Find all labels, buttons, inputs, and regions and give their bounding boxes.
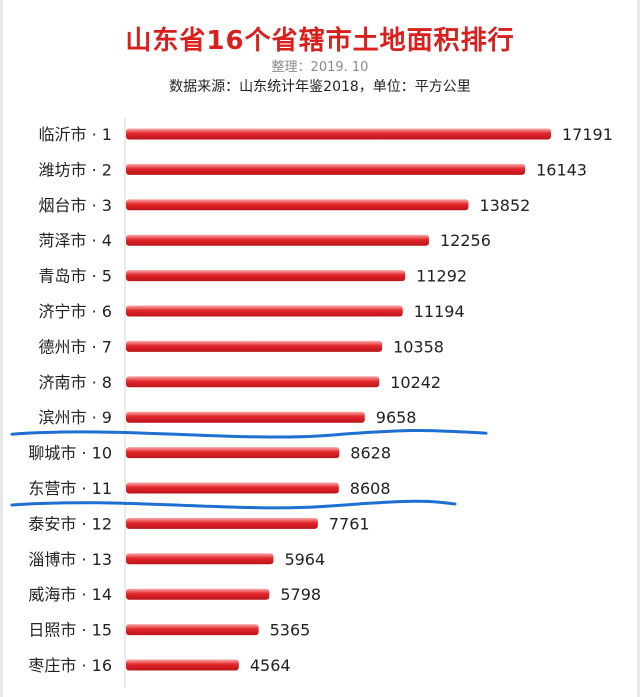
value-label: 5964 (284, 550, 325, 569)
category-label: 聊城市 · 10 (28, 444, 112, 463)
bar (126, 199, 469, 211)
category-label: 枣庄市 · 16 (28, 656, 112, 675)
right-frame-edge (637, 0, 640, 697)
category-label: 威海市 · 14 (28, 585, 112, 604)
bar (126, 588, 270, 600)
category-label: 德州市 · 7 (39, 337, 112, 356)
category-label: 泰安市 · 12 (28, 514, 112, 533)
value-label: 13852 (479, 196, 530, 215)
value-label: 7761 (329, 514, 370, 533)
category-label: 淄博市 · 13 (28, 550, 112, 569)
value-label: 17191 (562, 125, 613, 144)
value-label: 11292 (416, 267, 467, 286)
category-label: 济宁市 · 6 (39, 302, 112, 321)
bar (126, 517, 318, 529)
underline-annotation (10, 428, 488, 439)
bar (126, 128, 551, 140)
bar (126, 482, 339, 494)
bar (126, 411, 365, 423)
bar (126, 447, 340, 459)
bar (126, 376, 380, 388)
value-label: 8628 (350, 444, 391, 463)
value-label: 5798 (280, 585, 321, 604)
chart-title: 山东省16个省辖市土地面积排行 (125, 26, 515, 56)
value-label: 4564 (250, 656, 291, 675)
bar (126, 305, 403, 317)
value-label: 8608 (350, 479, 391, 498)
bar (126, 553, 274, 565)
value-label: 12256 (440, 231, 491, 250)
category-label: 菏泽市 · 4 (39, 231, 112, 250)
value-label: 9658 (376, 408, 417, 427)
value-label: 10358 (393, 337, 444, 356)
category-label: 东营市 · 11 (28, 479, 112, 498)
bar (126, 163, 526, 175)
category-label: 潍坊市 · 2 (39, 160, 112, 179)
category-label: 日照市 · 15 (28, 621, 112, 640)
category-label: 烟台市 · 3 (39, 196, 112, 215)
underline-annotation (10, 499, 457, 510)
bar (126, 624, 259, 636)
data-source-note: 数据来源：山东统计年鉴2018，单位：平方公里 (169, 79, 471, 95)
bar (126, 234, 429, 246)
category-label: 青岛市 · 5 (39, 267, 112, 286)
compiled-date: 整理：2019. 10 (271, 60, 369, 75)
bar (126, 340, 383, 352)
value-label: 16143 (536, 160, 587, 179)
value-label: 10242 (390, 373, 441, 392)
bar (126, 659, 239, 671)
bar (126, 270, 406, 282)
value-label: 5365 (270, 621, 311, 640)
value-label: 11194 (414, 302, 465, 321)
category-label: 济南市 · 8 (39, 373, 112, 392)
category-label: 临沂市 · 1 (39, 125, 112, 144)
left-frame-edge (0, 0, 3, 697)
category-label: 滨州市 · 9 (39, 408, 112, 427)
